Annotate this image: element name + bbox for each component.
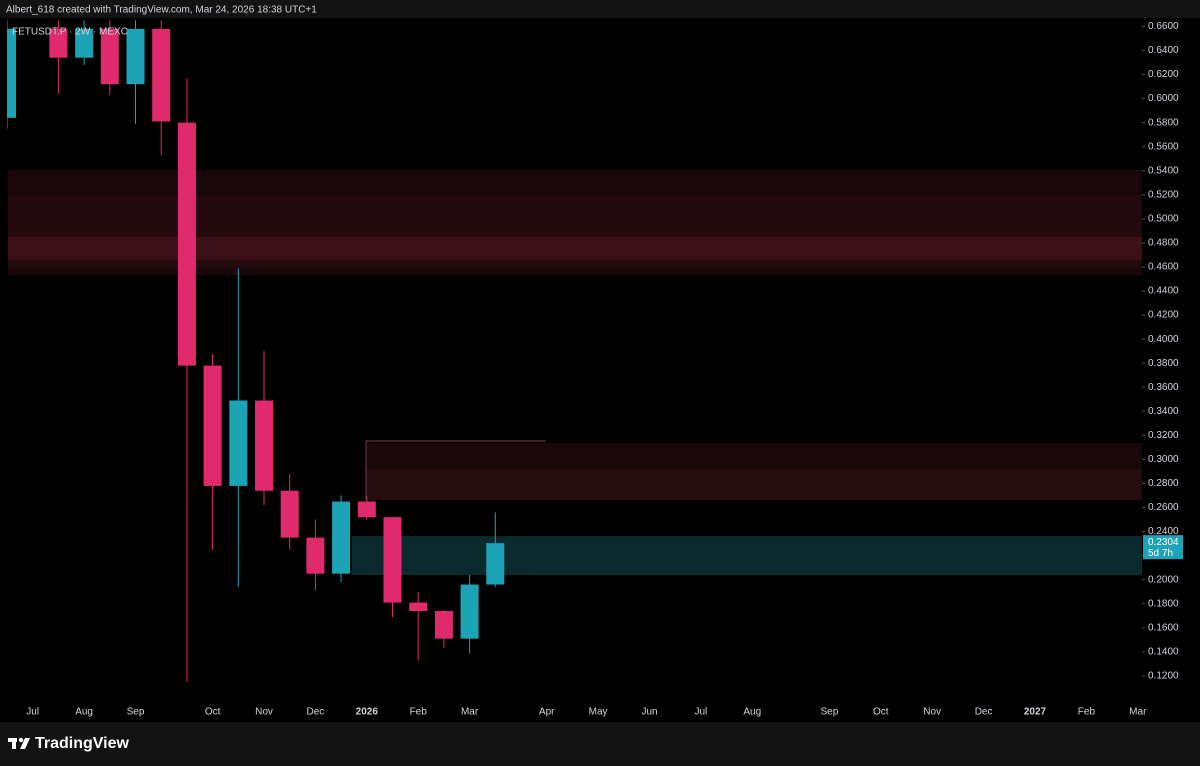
footer-bar [0,722,1200,766]
header-bar [0,0,1200,18]
zone [352,536,1142,576]
x-tick-label: 2026 [356,707,379,718]
y-tick-label: 0.3800 [1148,358,1179,369]
x-tick-label: Dec [307,707,325,718]
y-tick-label: 0.3400 [1148,406,1179,417]
y-tick-label: 0.5800 [1148,117,1179,128]
y-tick-label: 0.4000 [1148,334,1179,345]
x-tick-label: Feb [1078,707,1096,718]
candle-body [75,28,94,58]
y-tick-label: 0.5000 [1148,214,1179,225]
x-tick-label: 2027 [1024,707,1047,718]
price-axis [1142,18,1200,722]
candle-body [100,28,119,85]
y-tick-label: 0.6600 [1148,21,1179,32]
candle-body [357,501,376,518]
candle-body [7,28,16,118]
zone [366,469,1142,501]
y-tick-label: 0.4400 [1148,286,1179,297]
candle-body [126,28,145,85]
y-tick-label: 0.3200 [1148,430,1179,441]
plot-area [7,20,1142,682]
candle-body [460,584,479,639]
last-price-label: 0.2304 [1148,537,1179,548]
x-tick-label: Dec [975,707,993,718]
x-tick-label: Apr [539,707,555,718]
x-tick-label: Mar [1129,707,1147,718]
y-tick-label: 0.2800 [1148,478,1179,489]
candle-body [332,501,351,574]
y-tick-label: 0.5600 [1148,141,1179,152]
x-tick-label: Feb [410,707,428,718]
x-tick-label: Nov [255,707,273,718]
x-tick-label: Oct [205,707,221,718]
candle-body [306,537,325,574]
y-tick-label: 0.2000 [1148,574,1179,585]
y-tick-label: 0.1400 [1148,647,1179,658]
footer-brand: TradingView [35,735,130,752]
x-tick-label: Jul [26,707,39,718]
y-tick-label: 0.6200 [1148,69,1179,80]
x-tick-label: Aug [75,707,93,718]
x-tick-label: Aug [743,707,761,718]
y-tick-label: 0.1800 [1148,598,1179,609]
y-tick-label: 0.4600 [1148,262,1179,273]
candle-body [203,365,222,486]
candle-body [280,490,299,538]
header-text: Albert_618 created with TradingView.com,… [6,5,317,16]
x-tick-label: Sep [821,707,839,718]
y-tick-label: 0.4200 [1148,310,1179,321]
x-tick-label: May [589,707,608,718]
y-tick-label: 0.5400 [1148,165,1179,176]
candle-body [255,400,273,491]
y-tick-label: 0.1600 [1148,622,1179,633]
y-tick-label: 0.2600 [1148,502,1179,513]
y-tick-label: 0.6400 [1148,45,1179,56]
x-tick-label: Sep [127,707,145,718]
candle-body [152,28,171,122]
y-tick-label: 0.6000 [1148,93,1179,104]
x-tick-label: Jul [695,707,708,718]
symbol-legend: FETUSDT.P · 2W · MEXC [12,27,128,38]
x-tick-label: Mar [461,707,479,718]
candle-body [49,28,68,58]
y-tick-label: 0.5200 [1148,189,1179,200]
candle-body [486,543,505,585]
y-tick-label: 0.3000 [1148,454,1179,465]
y-tick-label: 0.4800 [1148,238,1179,249]
drawing-line [365,440,546,500]
countdown-label: 5d 7h [1148,548,1173,559]
x-tick-label: Nov [923,707,941,718]
candle-body [409,602,428,611]
logo [8,737,30,749]
x-tick-label: Oct [873,707,889,718]
x-tick-label: Jun [641,707,657,718]
y-tick-label: 0.3600 [1148,382,1179,393]
candle-body [383,517,402,603]
candle-body [229,400,248,486]
y-tick-label: 0.1200 [1148,671,1179,682]
candle-body [434,610,453,639]
last-price-box [1143,535,1183,560]
zone [8,236,1142,260]
candle-body [177,122,196,366]
y-tick-label: 0.2400 [1148,526,1179,537]
